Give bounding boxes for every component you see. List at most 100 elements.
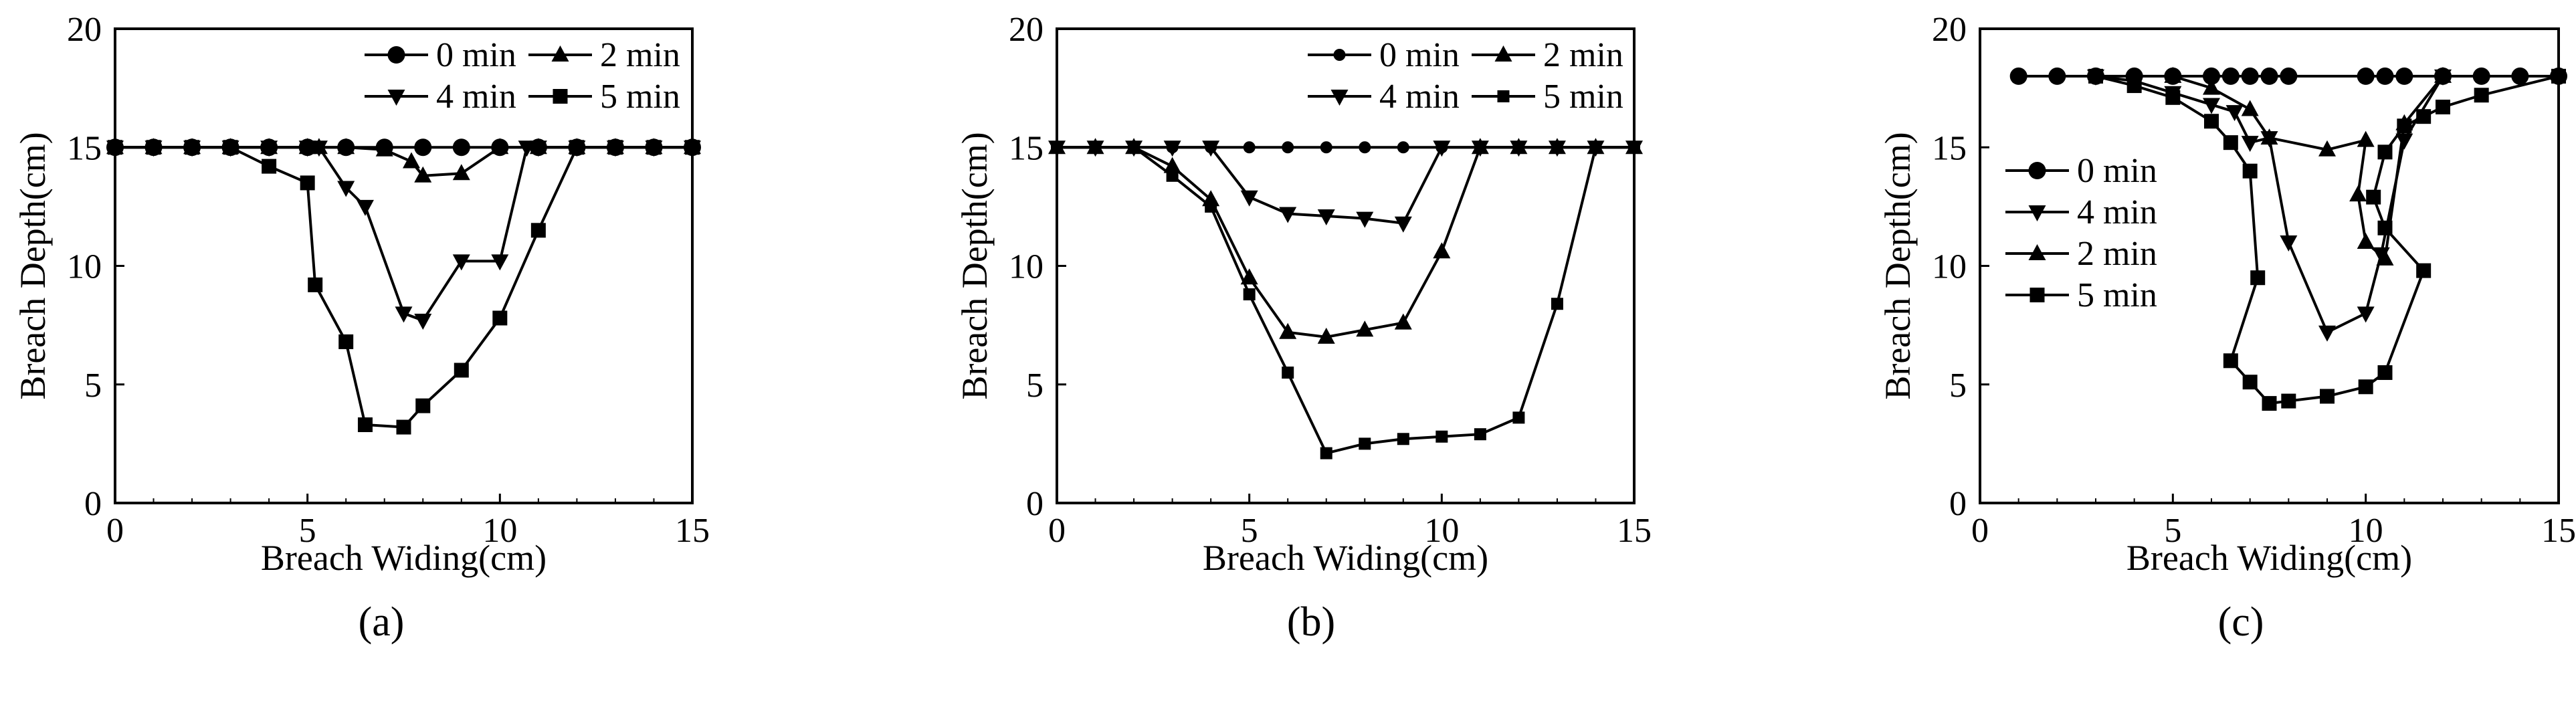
- data-point: [396, 419, 411, 435]
- legend-item: 4 min: [365, 78, 516, 116]
- data-point: [492, 310, 508, 326]
- data-point: [685, 140, 700, 155]
- data-point: [2260, 67, 2278, 85]
- data-point: [2377, 365, 2393, 381]
- legend-label: 0 min: [436, 36, 516, 74]
- series-5-min: [108, 140, 700, 435]
- legend-marker: [2028, 162, 2046, 179]
- legend-item: 0 min: [365, 36, 516, 74]
- series-line: [1057, 146, 1634, 455]
- data-point: [1317, 327, 1335, 344]
- data-point: [2225, 105, 2244, 122]
- x-tick-label: 5: [1241, 512, 1258, 550]
- data-point: [1320, 447, 1332, 460]
- legend-marker: [1330, 90, 1349, 106]
- data-point: [2416, 109, 2432, 124]
- legend-label: 4 min: [1379, 78, 1460, 116]
- data-point: [1051, 141, 1063, 154]
- data-point: [1279, 207, 1297, 223]
- data-point: [1243, 141, 1256, 154]
- data-point: [2474, 88, 2489, 103]
- data-point: [1243, 288, 1256, 301]
- data-point: [2203, 67, 2220, 85]
- x-tick-label: 5: [2164, 512, 2181, 550]
- data-point: [2221, 67, 2240, 85]
- data-point: [108, 140, 122, 155]
- series-line: [1057, 146, 1634, 225]
- legend-label: 5 min: [2077, 276, 2157, 314]
- data-point: [2223, 353, 2238, 369]
- data-point: [529, 140, 547, 157]
- data-point: [2223, 135, 2238, 150]
- legend-marker: [1494, 45, 1512, 62]
- y-tick-label: 5: [1026, 367, 1044, 405]
- data-point: [1166, 169, 1179, 182]
- data-point: [1163, 140, 1181, 157]
- legend-item: 4 min: [2005, 193, 2157, 231]
- series-line: [1057, 146, 1634, 338]
- legend-label: 0 min: [1379, 36, 1460, 74]
- series-5-min: [2088, 68, 2566, 411]
- data-point: [2280, 235, 2298, 252]
- legend-item: 4 min: [1308, 78, 1460, 116]
- data-point: [2436, 99, 2450, 114]
- data-point: [2377, 144, 2393, 160]
- legend-marker: [551, 45, 569, 62]
- x-tick-label: 0: [106, 512, 124, 550]
- data-point: [146, 140, 161, 155]
- data-point: [2281, 393, 2296, 409]
- data-point: [223, 140, 238, 155]
- data-point: [1356, 320, 1374, 337]
- data-point: [2318, 325, 2336, 342]
- data-point: [2377, 220, 2393, 235]
- data-point: [1510, 140, 1528, 157]
- data-point: [2260, 128, 2278, 145]
- data-point: [518, 140, 536, 157]
- data-point: [395, 306, 413, 323]
- data-point: [2349, 185, 2367, 202]
- y-tick-label: 5: [1949, 367, 1967, 405]
- x-tick-label: 15: [1617, 512, 1652, 550]
- data-point: [1128, 141, 1141, 154]
- legend-marker: [2028, 205, 2046, 221]
- data-point: [2242, 163, 2258, 179]
- panel-label-c: (c): [2217, 599, 2264, 645]
- y-axis-label: Breach Depth(cm): [13, 132, 53, 399]
- data-point: [338, 334, 354, 349]
- y-tick-label: 15: [1932, 129, 1967, 167]
- data-point: [2357, 233, 2375, 249]
- chart-panel-b: 0 5 10 15 0 5 10 15 20 Breach Widing(cm) Breach De…: [955, 11, 1652, 578]
- data-point: [2357, 67, 2375, 85]
- data-point: [2250, 270, 2266, 286]
- y-tick-label: 20: [67, 11, 102, 49]
- data-point: [1589, 141, 1602, 154]
- data-point: [530, 223, 546, 238]
- data-point: [1320, 141, 1332, 154]
- data-point: [1474, 428, 1486, 441]
- legend-label: 4 min: [2077, 193, 2157, 231]
- y-tick-label: 0: [1026, 485, 1044, 523]
- legend-label: 0 min: [2077, 152, 2157, 190]
- series-4-min: [1048, 140, 1643, 233]
- series-line: [115, 146, 692, 429]
- y-tick-label: 15: [67, 129, 102, 167]
- y-axis-label: Breach Depth(cm): [955, 132, 995, 399]
- series-5-min: [1051, 141, 1640, 460]
- data-point: [262, 159, 277, 174]
- legend-label: 2 min: [600, 36, 680, 74]
- data-point: [310, 140, 328, 157]
- data-point: [452, 138, 470, 157]
- legend: 0 min 2 min 4 min 5 min: [365, 36, 680, 116]
- data-point: [337, 181, 355, 197]
- x-tick-label: 15: [675, 512, 710, 550]
- data-point: [2376, 67, 2394, 85]
- data-point: [1282, 367, 1294, 379]
- data-point: [2088, 68, 2103, 84]
- legend-marker: [1333, 49, 1346, 61]
- data-point: [1551, 298, 1563, 310]
- legend-marker: [387, 90, 405, 106]
- data-point: [414, 166, 432, 183]
- data-point: [454, 363, 469, 378]
- y-tick-label: 5: [84, 367, 102, 405]
